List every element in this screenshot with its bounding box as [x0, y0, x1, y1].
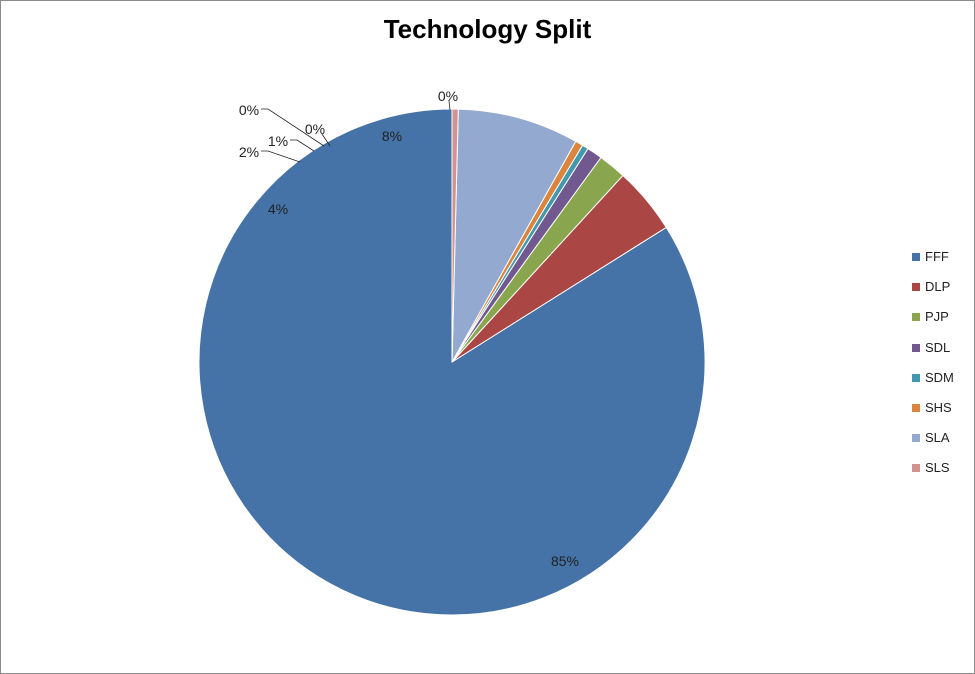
data-label-pjp: 2%: [239, 144, 259, 160]
legend-label: SLS: [925, 460, 950, 476]
data-label-dlp: 4%: [268, 201, 288, 217]
pie-slice-sls: [451, 108, 459, 363]
legend-label: DLP: [925, 279, 951, 295]
leader-line-sdl: [290, 139, 315, 152]
data-label-shs: 0%: [305, 121, 325, 137]
data-label-sla: 8%: [382, 128, 402, 144]
legend-swatch: [912, 434, 920, 443]
legend-label: FFF: [925, 249, 949, 264]
legend-swatch: [912, 253, 920, 261]
legend-label: SDL: [925, 339, 951, 355]
legend-label: PJP: [925, 309, 949, 325]
legend-swatch: [912, 313, 920, 322]
legend-label: SHS: [925, 399, 952, 415]
leader-line-sdm: [261, 108, 325, 147]
leader-line-sls: [448, 100, 451, 111]
leader-line-pjp: [261, 150, 301, 163]
legend-swatch: [912, 464, 920, 473]
leader-line-shs: [321, 133, 331, 147]
data-label-fff: 85%: [551, 553, 579, 569]
chart-title: Technology Split: [383, 14, 592, 44]
legend-swatch: [912, 283, 920, 292]
pie-slice-sla: [451, 108, 577, 363]
legend-label: SDM: [925, 369, 954, 385]
legend-swatch: [912, 343, 920, 352]
data-label-sdl: 1%: [268, 133, 288, 149]
legend-swatch: [912, 403, 920, 412]
data-label-sdm: 0%: [239, 102, 259, 118]
legend-swatch: [912, 373, 920, 382]
data-label-sls: 0%: [438, 88, 458, 104]
legend-label: SLA: [925, 430, 950, 446]
